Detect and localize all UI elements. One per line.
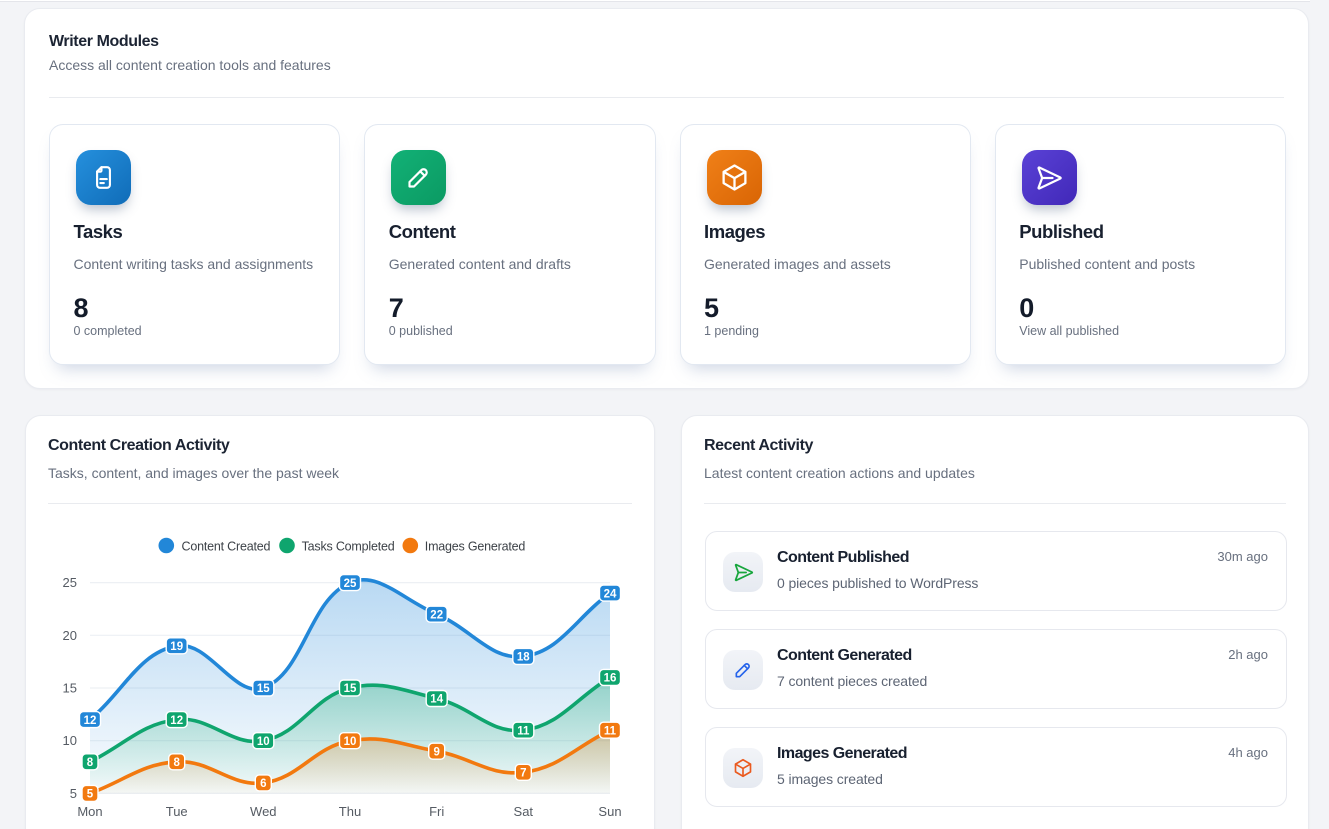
svg-text:11: 11 xyxy=(604,725,617,737)
svg-text:24: 24 xyxy=(604,588,617,600)
svg-text:5: 5 xyxy=(70,786,77,801)
svg-text:Images Generated: Images Generated xyxy=(425,540,526,554)
svg-text:18: 18 xyxy=(517,652,530,664)
svg-text:8: 8 xyxy=(87,757,94,769)
svg-text:10: 10 xyxy=(344,736,357,748)
svg-text:25: 25 xyxy=(63,575,77,590)
svg-text:15: 15 xyxy=(344,683,357,695)
svg-text:7: 7 xyxy=(520,768,526,780)
svg-text:9: 9 xyxy=(433,746,439,758)
svg-text:14: 14 xyxy=(430,694,443,706)
svg-text:Mon: Mon xyxy=(77,804,102,819)
svg-text:Tasks Completed: Tasks Completed xyxy=(302,540,395,554)
svg-text:8: 8 xyxy=(173,757,180,769)
svg-text:20: 20 xyxy=(63,628,77,643)
svg-text:15: 15 xyxy=(63,681,77,696)
svg-text:Sun: Sun xyxy=(598,804,621,819)
svg-text:16: 16 xyxy=(604,673,617,685)
svg-text:10: 10 xyxy=(63,733,77,748)
svg-text:22: 22 xyxy=(430,609,443,621)
svg-text:Sat: Sat xyxy=(514,804,534,819)
svg-text:Content Created: Content Created xyxy=(182,540,271,554)
svg-text:11: 11 xyxy=(517,725,530,737)
svg-text:6: 6 xyxy=(260,778,266,790)
svg-text:Fri: Fri xyxy=(429,804,444,819)
svg-text:12: 12 xyxy=(170,715,183,727)
svg-text:15: 15 xyxy=(257,683,270,695)
svg-text:Thu: Thu xyxy=(339,804,361,819)
svg-text:10: 10 xyxy=(257,736,270,748)
svg-text:Tue: Tue xyxy=(166,804,188,819)
svg-text:5: 5 xyxy=(87,789,94,801)
svg-text:19: 19 xyxy=(170,641,183,653)
svg-text:Wed: Wed xyxy=(250,804,277,819)
svg-text:25: 25 xyxy=(344,578,357,590)
svg-text:12: 12 xyxy=(84,715,97,727)
